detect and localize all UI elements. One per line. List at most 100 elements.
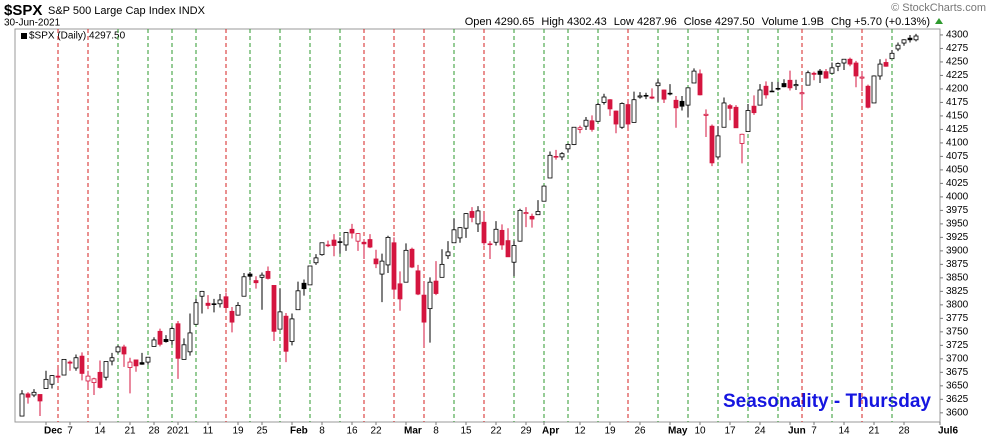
y-tick-label: 4300 [946,30,969,41]
candle-body [379,260,385,275]
candle-body [385,236,391,266]
candle-body [601,96,607,103]
x-tick-label: May [668,426,688,437]
candle-body [595,104,601,122]
candle-body [37,394,43,402]
candle-body [613,110,619,125]
candle-body [805,72,811,86]
candle-body [55,375,61,378]
x-tick-label: 25 [256,426,268,437]
x-tick-label: 22 [370,426,382,437]
candle-body [211,303,217,305]
change-arrow [935,18,943,24]
candle-body [25,393,31,398]
y-tick-label: 3925 [946,232,969,243]
candle-body [223,296,229,308]
x-tick-label: 7 [67,426,73,437]
stat-value: 4290.65 [495,16,535,28]
candle-body [133,359,139,367]
x-tick-label: 17 [724,426,736,437]
candle-body [193,302,199,325]
y-tick-label: 3950 [946,219,969,230]
y-tick-label: 3675 [946,367,969,378]
stat-value: 4287.96 [637,16,677,28]
chart-date: 30-Jun-2021 [4,18,61,29]
candle-body [751,105,757,114]
candle-body [127,361,133,368]
x-tick-label: 21 [124,426,136,437]
candle-body [655,82,661,87]
y-tick-label: 4100 [946,138,969,149]
candle-body [877,63,883,77]
annotation: Seasonality - Thursday [723,391,931,412]
candle-body [649,96,655,99]
candle-body [697,73,703,96]
candle-body [277,311,283,330]
x-tick-label: Feb [290,426,308,437]
candle-body [31,391,37,396]
y-tick-label: 4175 [946,97,969,108]
candle-body [769,90,775,93]
candle-body [157,330,163,345]
stat-value: 4297.50 [715,16,755,28]
candle-body [349,228,355,234]
candle-body [811,72,817,75]
candle-body [73,357,79,369]
candle-body [847,58,853,65]
y-tick-label: 4050 [946,165,969,176]
x-tick-label: 12 [574,426,586,437]
x-tick-label: 21 [868,426,880,437]
y-tick-label: 4250 [946,57,969,68]
candle-body [739,133,745,144]
candle-body [409,248,415,268]
stat-label: Low [614,16,634,28]
candle-body [271,285,277,332]
y-tick-label: 3800 [946,299,969,310]
candle-body [301,282,307,290]
y-tick-label: 3825 [946,286,969,297]
candle-body [559,153,565,158]
candle-body [745,110,751,132]
stat-value: 4302.43 [567,16,607,28]
candle-body [523,212,529,215]
candle-body [289,318,295,342]
candle-body [235,304,241,316]
candle-body [463,213,469,229]
candle-body [661,89,667,100]
candle-body [787,79,793,89]
stat-value: 1.9B [801,16,824,28]
candle-body [853,62,859,77]
candle-body [295,290,301,311]
candle-body [199,290,205,297]
y-tick-label: 4150 [946,111,969,122]
candle-body [685,87,691,106]
stat-label: High [541,16,564,28]
candle-body [283,315,289,352]
stat-label: Open [465,16,492,28]
candle-body [757,89,763,106]
stat-label: Chg [831,16,851,28]
candle-body [415,270,421,295]
candle-body [337,241,343,243]
stat-label: Close [684,16,712,28]
candle-body [361,241,367,245]
candle-body [529,215,535,220]
candle-body [421,294,427,323]
y-tick-label: 3700 [946,353,969,364]
candle-body [589,120,595,130]
candle-body [229,310,235,323]
candle-body [457,227,463,239]
candle-body [103,361,109,378]
y-tick-label: 4125 [946,124,969,135]
candle-body [511,245,517,263]
candle-body [259,274,265,278]
candle-body [565,144,571,150]
candle-body [481,221,487,244]
x-tick-label: 26 [634,426,646,437]
x-tick-label: 29 [520,426,532,437]
candle-body [325,244,331,247]
y-tick-label: 3725 [946,340,969,351]
candle-body [145,356,151,363]
x-tick-label: 19 [604,426,616,437]
candle-body [841,58,847,64]
